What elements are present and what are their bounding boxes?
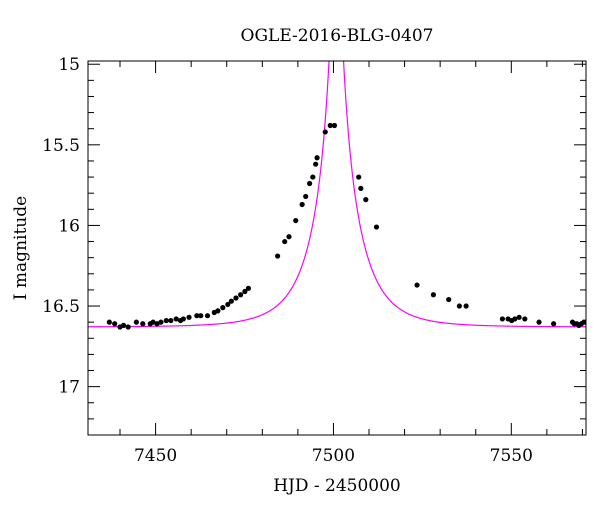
data-point [363, 197, 369, 203]
data-point [233, 295, 239, 301]
y-tick-label: 16.5 [42, 297, 80, 317]
data-point [168, 317, 174, 324]
data-point [313, 161, 319, 167]
data-point [194, 313, 200, 319]
axis-ticks [88, 61, 586, 436]
data-point [106, 319, 112, 325]
data-point [303, 193, 309, 200]
data-point [173, 316, 179, 322]
data-point [499, 316, 506, 322]
data-point [133, 319, 139, 325]
data-point [293, 217, 299, 224]
data-point [112, 321, 118, 327]
data-point [242, 288, 248, 295]
data-point [463, 303, 469, 309]
y-tick-label: 15 [58, 55, 80, 75]
data-point [536, 319, 542, 325]
plot-clip-group [88, 61, 586, 330]
data-point [204, 313, 211, 319]
data-point [225, 301, 231, 308]
data-point [274, 253, 281, 259]
data-point [125, 324, 131, 330]
x-axis-label: HJD - 2450000 [273, 476, 401, 496]
y-tick-label: 15.5 [42, 136, 80, 156]
data-point [150, 319, 156, 325]
data-point [282, 238, 288, 245]
data-point [310, 174, 316, 180]
model-curve [88, 61, 586, 328]
data-point [322, 129, 328, 135]
tick-labels: 15 15.5 16 16.5 17 7450 7500 7550 [42, 55, 533, 466]
data-point [158, 319, 164, 325]
data-point [180, 316, 186, 322]
y-tick-label: 17 [58, 378, 80, 398]
data-point [215, 308, 221, 314]
data-point [198, 313, 204, 319]
data-point [163, 317, 169, 324]
data-point [358, 185, 364, 191]
data-point [299, 201, 305, 208]
data-point [186, 314, 192, 320]
data-point [245, 285, 252, 291]
plot-area [88, 61, 586, 330]
data-point [120, 322, 127, 328]
data-point [331, 122, 338, 129]
data-point [314, 155, 320, 161]
data-point [512, 316, 518, 322]
x-tick-label: 7500 [312, 446, 355, 466]
data-point [228, 298, 234, 304]
chart-title: OGLE-2016-BLG-0407 [241, 26, 434, 46]
data-point [238, 292, 244, 298]
data-point [551, 321, 557, 327]
data-point [373, 224, 380, 230]
data-point [307, 180, 313, 187]
data-point [516, 314, 522, 320]
y-axis-label: I magnitude [11, 196, 31, 300]
y-tick-label: 16 [58, 216, 80, 236]
data-point [414, 282, 420, 288]
data-point [522, 316, 528, 322]
data-point [356, 174, 362, 180]
data-point [430, 292, 436, 298]
data-point [456, 303, 462, 309]
data-point [327, 122, 333, 129]
data-point [286, 234, 292, 240]
x-tick-label: 7550 [490, 446, 533, 466]
data-point [446, 296, 452, 303]
data-point [220, 305, 226, 311]
data-point [140, 321, 146, 327]
plot-frame [87, 60, 587, 436]
x-tick-label: 7450 [134, 446, 177, 466]
data-point [154, 321, 160, 327]
